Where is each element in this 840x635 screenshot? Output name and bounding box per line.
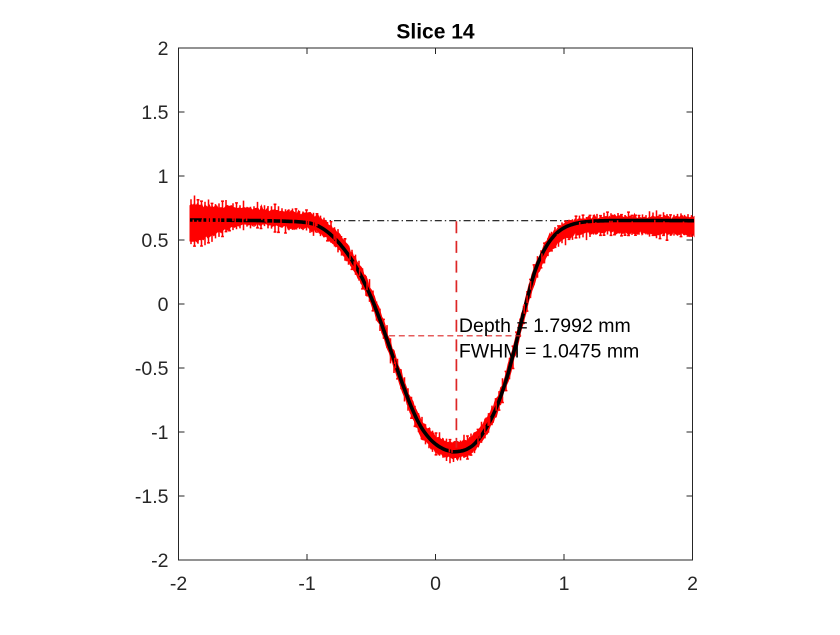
svg-text:1: 1 xyxy=(559,573,570,595)
svg-text:0: 0 xyxy=(158,294,169,316)
svg-text:-2: -2 xyxy=(151,550,168,572)
svg-text:2: 2 xyxy=(687,573,698,595)
svg-text:1.5: 1.5 xyxy=(141,102,168,124)
svg-text:-1: -1 xyxy=(151,422,168,444)
svg-text:-2: -2 xyxy=(170,573,187,595)
svg-text:-1: -1 xyxy=(298,573,315,595)
svg-text:Slice 14: Slice 14 xyxy=(396,21,475,44)
svg-text:-1.5: -1.5 xyxy=(135,486,169,508)
svg-text:0.5: 0.5 xyxy=(141,230,168,252)
svg-text:1: 1 xyxy=(158,166,169,188)
svg-text:FWHM = 1.0475 mm: FWHM = 1.0475 mm xyxy=(459,341,639,363)
svg-text:-0.5: -0.5 xyxy=(135,358,169,380)
svg-text:0: 0 xyxy=(430,573,441,595)
svg-text:Depth = 1.7992 mm: Depth = 1.7992 mm xyxy=(459,315,631,337)
svg-text:2: 2 xyxy=(158,38,169,60)
